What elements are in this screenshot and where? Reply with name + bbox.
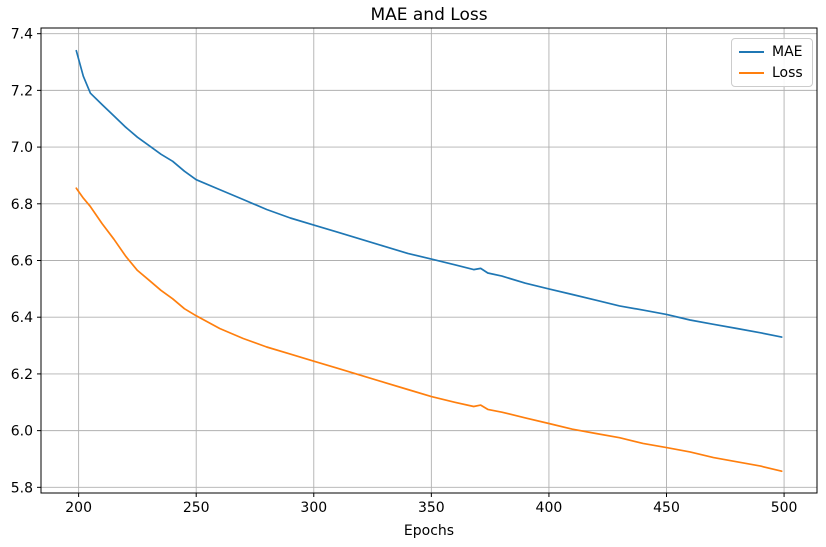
- y-tick-label: 6.4: [11, 310, 33, 326]
- x-tick-label: 350: [418, 500, 445, 516]
- y-tick-label: 6.0: [11, 424, 33, 440]
- y-tick-label: 6.8: [11, 197, 33, 213]
- x-tick-label: 250: [183, 500, 210, 516]
- legend-label-mae: MAE: [772, 44, 803, 60]
- legend-item-loss: Loss: [739, 65, 805, 81]
- series-line-mae: [75, 49, 783, 338]
- legend-line-sample-mae: [739, 51, 764, 53]
- x-axis-label: Epochs: [403, 523, 455, 539]
- x-tick-label: 400: [536, 500, 563, 516]
- x-tick-label: 500: [771, 500, 798, 516]
- chart-title: MAE and Loss: [370, 5, 488, 25]
- legend-label-loss: Loss: [772, 65, 803, 81]
- y-tick-label: 7.0: [11, 140, 33, 156]
- y-tick-label: 5.8: [11, 480, 33, 496]
- series-line-loss: [75, 187, 783, 473]
- legend: MAE Loss: [731, 38, 813, 87]
- legend-item-mae: MAE: [739, 44, 805, 60]
- x-tick-label: 200: [65, 500, 92, 516]
- x-tick-label: 300: [300, 500, 327, 516]
- legend-line-sample-loss: [739, 72, 764, 74]
- y-tick-label: 7.2: [11, 83, 33, 99]
- y-tick-label: 6.2: [11, 367, 33, 383]
- x-tick-label: 450: [653, 500, 680, 516]
- y-tick-label: 7.4: [11, 27, 33, 43]
- y-tick-label: 6.6: [11, 254, 33, 270]
